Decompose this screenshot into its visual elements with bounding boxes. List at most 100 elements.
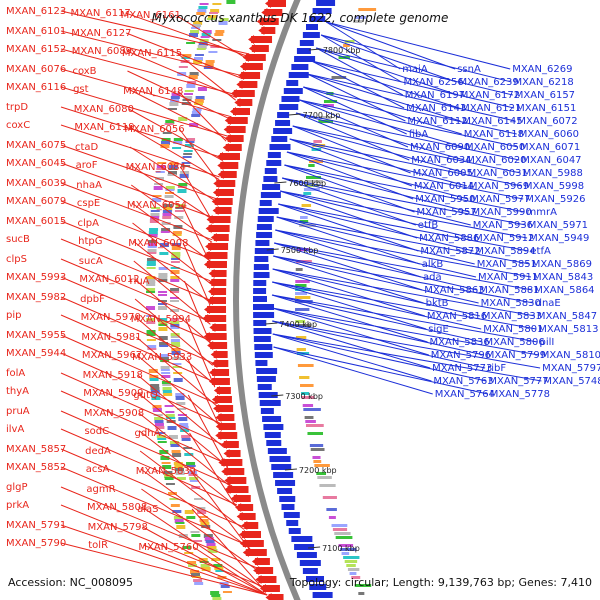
reverse-gene-arrow [253,328,272,334]
reverse-connector [292,125,466,174]
feature-band-segment [170,267,180,269]
forward-gene-label: MXAN_6045 [6,158,66,169]
feature-band-segment [194,498,204,500]
inner-feature-segment [358,592,365,595]
forward-gene-arrow [220,440,239,449]
feature-band-segment [146,306,156,310]
reverse-connector [276,216,420,265]
forward-connector [60,258,211,323]
feature-band-segment [157,441,167,443]
feature-band-segment [197,9,207,13]
forward-gene-arrow [204,305,227,314]
feature-band-segment [172,510,182,513]
reverse-connector [272,281,537,330]
feature-band-segment [160,144,170,148]
reverse-gene-arrow [257,384,272,390]
feature-band-segment [176,402,186,405]
feature-band-segment [170,276,180,280]
map-title: Myxococcus xanthus DK 1622, complete gen… [152,11,449,25]
inner-feature-segment [300,216,308,219]
feature-band-segment [162,387,172,391]
feature-band-segment [181,438,191,441]
forward-gene-label: MXAN_5994 [131,314,191,325]
feature-band-segment [184,510,194,514]
feature-band-segment [197,510,207,514]
reverse-connector [307,73,516,122]
reverse-connector [272,320,486,369]
feature-band-segment [146,315,156,317]
reverse-gene-label: MXAN_5830 [481,298,541,309]
feature-band-segment [200,36,210,38]
reverse-gene-arrow [253,336,271,342]
feature-band-segment [197,87,207,91]
feature-band-segment [193,579,203,582]
feature-band-segment [147,258,157,261]
forward-gene-label: MXAN_6056 [124,124,184,135]
feature-band-segment [179,174,189,178]
forward-gene-arrow [203,251,228,260]
feature-band-segment [184,144,194,147]
feature-band-segment [171,357,181,360]
forward-connector [139,430,239,508]
feature-band-segment [161,141,171,145]
forward-gene-arrow [221,467,245,476]
feature-band-segment [214,33,224,36]
forward-gene-arrow [207,341,228,350]
reverse-connector [311,60,405,109]
feature-band-segment [168,165,178,168]
reverse-connector [282,177,471,226]
forward-gene-arrow [258,26,276,35]
forward-connector [182,242,211,306]
feature-band-segment [198,42,208,46]
reverse-gene-arrow [306,24,319,30]
forward-gene-arrow [209,323,227,332]
feature-band-segment [172,234,182,236]
feature-band-segment [213,564,223,567]
inner-feature-segment [295,288,311,291]
feature-band-segment [172,363,182,365]
reverse-gene-arrow [273,472,294,478]
feature-band-segment [174,216,184,219]
reverse-connector [279,190,528,239]
reverse-connector [272,333,432,382]
forward-gene-arrow [216,152,240,161]
feature-band-segment [158,291,168,293]
inner-feature-segment [322,104,334,107]
forward-connector [135,316,215,385]
reverse-gene-label: MXAN_5773 [432,363,492,374]
reverse-gene-label: MXAN_5863 [424,285,484,296]
forward-gene-arrow [224,476,247,485]
reverse-gene-arrow [257,216,274,222]
forward-gene-arrow [236,80,258,89]
feature-band-segment [212,3,222,5]
feature-band-segment [165,120,175,124]
feature-band-segment [156,168,166,170]
feature-band-segment [198,6,208,9]
inner-feature-segment [340,548,357,551]
feature-band-segment [183,150,193,152]
kbp-tick-label: 7200 kbp [299,466,337,475]
feature-band-segment [146,321,156,324]
feature-band-segment [206,18,216,20]
forward-gene-arrow [212,188,234,197]
forward-gene-arrow [242,548,267,557]
feature-band-segment [222,591,232,593]
forward-gene-label: glgP [6,482,28,493]
reverse-gene-arrow [263,424,284,430]
inner-feature-segment [304,416,314,419]
reverse-gene-label: MXAN_6143 [406,103,466,114]
reverse-gene-arrow [260,408,274,414]
forward-gene-label: dedA [85,446,111,457]
feature-band-segment [146,276,156,279]
inner-feature-segment [303,188,320,191]
forward-gene-label: alaS [137,504,158,515]
feature-band-segment [154,420,164,423]
reverse-gene-arrow [254,256,269,262]
feature-band-segment [155,426,165,429]
reverse-connector [273,255,479,304]
forward-gene-arrow [211,395,232,404]
reverse-gene-label: MXAN_6157 [515,90,575,101]
feature-band-segment [181,57,191,59]
feature-band-segment [164,195,174,198]
